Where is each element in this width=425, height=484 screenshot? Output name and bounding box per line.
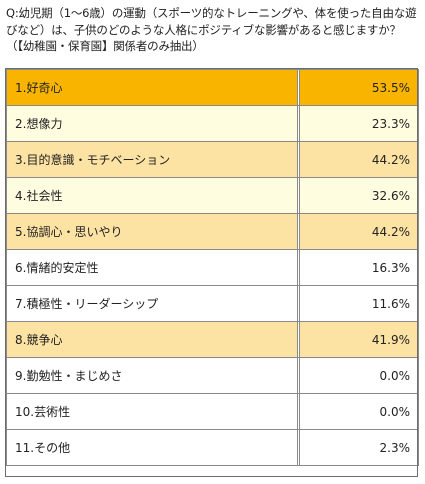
results-table: 1.好奇心 53.5% 2.想像力 23.3% 3.目的意識・モチベーション 44.2% 4… [6, 69, 419, 466]
table-row: 2.想像力 23.3% [6, 105, 419, 142]
question-text: Q:幼児期（1〜6歳）の運動（スポーツ的なトレーニングや、体を使った自由な遊びな… [6, 6, 417, 53]
row-value: 53.5% [299, 69, 419, 106]
row-value: 41.9% [299, 321, 419, 358]
table-row: 3.目的意識・モチベーション 44.2% [6, 141, 419, 178]
row-label: 8.競争心 [6, 321, 298, 358]
row-value: 11.6% [299, 285, 419, 322]
row-value: 2.3% [299, 429, 419, 466]
row-value: 23.3% [299, 105, 419, 142]
row-value: 16.3% [299, 249, 419, 286]
row-label: 9.勤勉性・まじめさ [6, 357, 298, 394]
table-row: 11.その他 2.3% [6, 429, 419, 466]
row-label: 1.好奇心 [6, 69, 298, 106]
table-row: 1.好奇心 53.5% [6, 69, 419, 106]
table-row: 7.積極性・リーダーシップ 11.6% [6, 285, 419, 322]
row-label: 4.社会性 [6, 177, 298, 214]
row-label: 5.協調心・思いやり [6, 213, 298, 250]
table-row: 6.情緒的安定性 16.3% [6, 249, 419, 286]
row-value: 44.2% [299, 141, 419, 178]
row-value: 0.0% [299, 357, 419, 394]
row-value: 0.0% [299, 393, 419, 430]
row-label: 7.積極性・リーダーシップ [6, 285, 298, 322]
row-label: 6.情緒的安定性 [6, 249, 298, 286]
table-row: 5.協調心・思いやり 44.2% [6, 213, 419, 250]
row-value: 44.2% [299, 213, 419, 250]
row-value: 32.6% [299, 177, 419, 214]
row-label: 2.想像力 [6, 105, 298, 142]
table-row: 10.芸術性 0.0% [6, 393, 419, 430]
results-table-body: 1.好奇心 53.5% 2.想像力 23.3% 3.目的意識・モチベーション 44.2% 4… [6, 69, 419, 466]
table-row: 4.社会性 32.6% [6, 177, 419, 214]
row-label: 3.目的意識・モチベーション [6, 141, 298, 178]
row-label: 10.芸術性 [6, 393, 298, 430]
row-label: 11.その他 [6, 429, 298, 466]
table-row: 9.勤勉性・まじめさ 0.0% [6, 357, 419, 394]
table-row: 8.競争心 41.9% [6, 321, 419, 358]
